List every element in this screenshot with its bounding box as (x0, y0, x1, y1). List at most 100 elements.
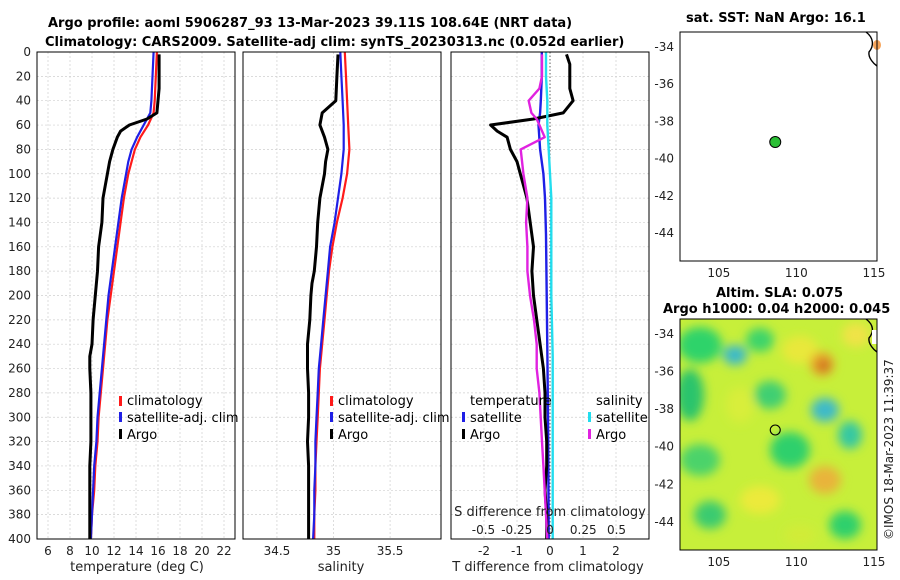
x-tick-label: -1 (511, 544, 523, 558)
sla-map-subtitle: Argo h1000: 0.04 h2000: 0.045 (663, 302, 890, 317)
sla-tick-labels: 105 110 115 -34 -36 -38 -40 -42 -44 (654, 327, 885, 569)
temperature-lines (88, 51, 161, 540)
x-tick-label: 35 (326, 544, 341, 558)
lat-tick-label: -44 (654, 515, 674, 529)
depth-tick-label: 60 (16, 118, 31, 132)
lon-tick-label: 115 (862, 555, 885, 569)
legend-swatch-t-satellite (462, 412, 465, 422)
x-tick-label: 12 (106, 544, 121, 558)
series-line-t-satellite (537, 52, 550, 540)
series-line-argo (88, 54, 161, 539)
series-line-satellite-adj-clim (89, 51, 155, 540)
depth-tick-label: 280 (8, 386, 31, 400)
x-tick-label: 10 (84, 544, 99, 558)
lon-tick-label: 110 (785, 555, 808, 569)
x-tick-label: 18 (172, 544, 187, 558)
series-line-argo (306, 54, 340, 539)
sst-argo-location-marker (769, 136, 782, 149)
x-tick-label: 1 (579, 544, 587, 558)
sst-axes-frame (679, 31, 878, 262)
sla-map-panel: 105 110 115 -34 -36 -38 -40 -42 -44 (654, 318, 885, 569)
difference-axes-frame (450, 51, 650, 540)
salinity-axes-frame (242, 51, 442, 540)
legend-swatch-satellite (330, 412, 333, 422)
x-tick-label: 0 (546, 544, 554, 558)
lat-tick-label: -42 (654, 189, 674, 203)
x-tick-label: 35.5 (377, 544, 404, 558)
lon-tick-label: 105 (707, 266, 730, 280)
s-x-tick-label: 0.5 (607, 523, 626, 537)
legend-label-t-satellite: satellite (470, 411, 522, 426)
x-tick-label: 22 (216, 544, 231, 558)
x-tick-label: 34.5 (264, 544, 291, 558)
lon-tick-label: 115 (862, 266, 885, 280)
depth-tick-label: 220 (8, 313, 31, 327)
sst-map-panel: 105 110 115 -34 -36 -38 -40 -42 -44 (654, 31, 885, 280)
x-tick-label: -2 (478, 544, 490, 558)
legend-label-satellite: satellite-adj. clim (338, 411, 450, 426)
x-tick-label: 8 (66, 544, 74, 558)
salinity-panel: 34.5 35 35.5 salinity climatology satellit… (242, 51, 450, 575)
legend-label-climatology: climatology (338, 394, 414, 409)
salinity-lines (306, 51, 351, 540)
lat-tick-label: -42 (654, 477, 674, 491)
legend-swatch-argo (330, 429, 333, 439)
salinity-legend: climatology satellite-adj. clim Argo (330, 394, 450, 443)
title-line-1: Argo profile: aoml 5906287_93 13-Mar-202… (48, 16, 572, 31)
x-tick-label: 6 (44, 544, 52, 558)
temperature-xlabel: temperature (deg C) (70, 560, 204, 575)
t-difference-tick-labels: -2 -1 0 1 2 (478, 544, 620, 558)
lat-tick-label: -36 (654, 365, 674, 379)
s-x-tick-label: -0.5 (472, 523, 495, 537)
x-tick-label: 20 (194, 544, 209, 558)
legend-swatch-argo (119, 429, 122, 439)
sla-blobs (680, 323, 870, 545)
depth-tick-label: 0 (23, 45, 31, 59)
depth-tick-label: 240 (8, 337, 31, 351)
lon-tick-label: 105 (707, 555, 730, 569)
legend-swatch-t-argo (462, 429, 465, 439)
depth-tick-label: 380 (8, 508, 31, 522)
legend-swatch-satellite (119, 412, 122, 422)
depth-tick-label: 300 (8, 410, 31, 424)
lat-tick-label: -34 (654, 327, 674, 341)
legend-label-s-argo: Argo (596, 428, 626, 443)
sla-axes-frame (679, 318, 878, 551)
legend-swatch-climatology (330, 396, 333, 406)
temperature-axes-frame (36, 51, 236, 540)
sst-tick-labels: 105 110 115 -34 -36 -38 -40 -42 -44 (654, 40, 885, 280)
sla-map-title: Altim. SLA: 0.075 (716, 286, 843, 301)
s-x-tick-label: 0 (546, 523, 554, 537)
imos-timestamp: ©IMOS 18-Mar-2023 11:39:37 (882, 359, 896, 540)
series-line-s-satellite (544, 52, 554, 539)
title-line-2: Climatology: CARS2009. Satellite-adj cli… (45, 35, 624, 50)
s-difference-xlabel: S difference from climatology (454, 505, 646, 520)
depth-tick-label: 340 (8, 459, 31, 473)
legend-label-climatology: climatology (127, 394, 203, 409)
sst-map-title: sat. SST: NaN Argo: 16.1 (686, 11, 866, 26)
t-difference-xlabel: T difference from climatology (451, 560, 644, 575)
sst-coastline (865, 31, 878, 67)
depth-tick-label: 200 (8, 289, 31, 303)
depth-tick-label: 120 (8, 191, 31, 205)
difference-panel: -2 -1 0 1 2 -0.5 -0.25 0 0.25 0.5 S difference f… (450, 51, 650, 575)
s-x-tick-label: -0.25 (501, 523, 532, 537)
x-tick-label: 14 (128, 544, 143, 558)
depth-tick-label: 180 (8, 264, 31, 278)
series-line-s-argo (519, 54, 549, 540)
legend-title-salinity: salinity (596, 394, 643, 409)
sla-land-patch (872, 330, 877, 344)
lon-tick-label: 110 (785, 266, 808, 280)
x-tick-label: 2 (612, 544, 620, 558)
lat-tick-label: -40 (654, 152, 674, 166)
legend-swatch-climatology (119, 396, 122, 406)
depth-tick-label: 160 (8, 240, 31, 254)
legend-swatch-s-argo (588, 429, 591, 439)
sla-argo-location-marker (769, 424, 781, 436)
lat-tick-label: -44 (654, 226, 674, 240)
legend-label-satellite: satellite-adj. clim (127, 411, 239, 426)
series-line-t-argo (489, 53, 575, 539)
lat-tick-label: -38 (654, 402, 674, 416)
lat-tick-label: -38 (654, 114, 674, 128)
